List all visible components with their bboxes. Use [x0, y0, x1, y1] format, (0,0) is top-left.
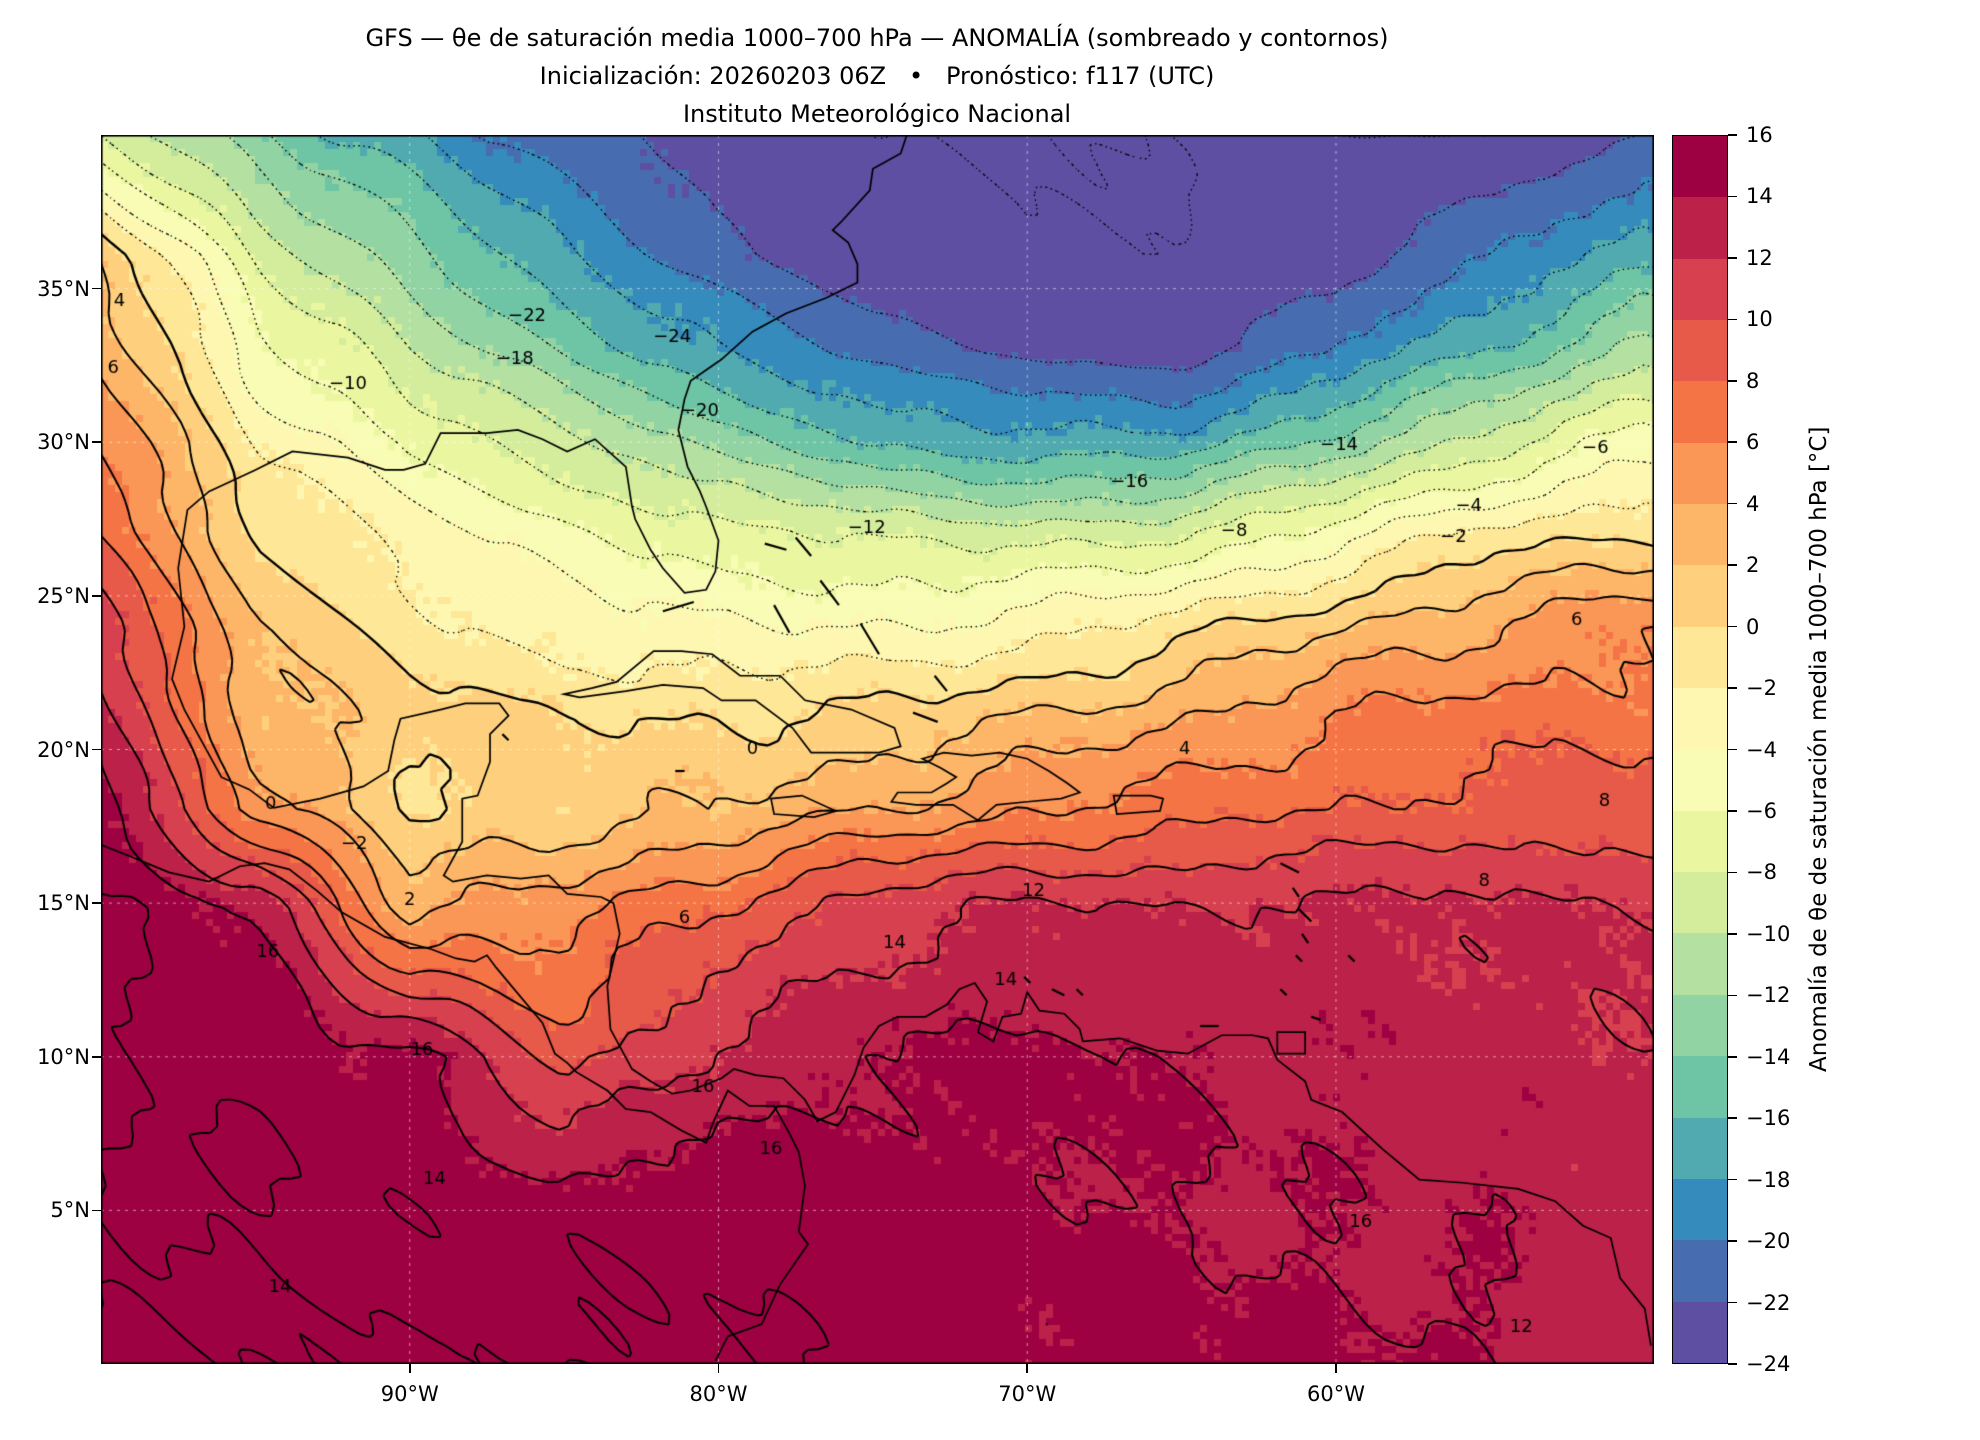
colorbar — [1672, 135, 1728, 1364]
colorbar-band — [1673, 136, 1727, 198]
y-axis-tick — [92, 902, 101, 904]
colorbar-tick — [1728, 134, 1737, 136]
y-axis-tick-label: 5°N — [50, 1198, 90, 1223]
x-axis-tick — [1026, 1364, 1029, 1373]
colorbar-tick-label: 0 — [1746, 614, 1760, 639]
colorbar-tick — [1728, 1055, 1737, 1058]
colorbar-tick-label: −14 — [1746, 1044, 1791, 1069]
y-axis-tick-label: 20°N — [37, 737, 90, 762]
colorbar-tick — [1728, 687, 1737, 689]
x-axis-tick — [408, 1364, 411, 1373]
colorbar-band — [1673, 1178, 1727, 1241]
colorbar-tick-label: −20 — [1746, 1229, 1791, 1254]
y-axis-tick — [92, 748, 101, 751]
colorbar-tick — [1728, 810, 1737, 812]
colorbar-band — [1673, 1117, 1727, 1179]
colorbar-band — [1673, 381, 1727, 443]
y-axis-tick-label: 35°N — [37, 276, 90, 301]
y-axis-tick-label: 30°N — [37, 430, 90, 455]
colorbar-tick-label: −2 — [1746, 676, 1777, 701]
colorbar-band — [1673, 442, 1727, 505]
colorbar-tick-label: 2 — [1746, 553, 1760, 578]
colorbar-tick — [1728, 1178, 1737, 1181]
colorbar-tick-label: 12 — [1746, 245, 1773, 270]
colorbar-label: Anomalía de θe de saturación media 1000–… — [1806, 426, 1832, 1073]
colorbar-tick — [1728, 748, 1737, 751]
colorbar-tick — [1728, 257, 1737, 259]
y-axis-tick — [92, 441, 101, 444]
colorbar-band — [1673, 688, 1727, 750]
colorbar-tick-label: −10 — [1746, 921, 1791, 946]
colorbar-tick-label: −12 — [1746, 983, 1791, 1008]
colorbar-band — [1673, 749, 1727, 811]
colorbar-tick — [1728, 1301, 1737, 1304]
y-axis-tick-label: 15°N — [37, 891, 90, 916]
colorbar-tick — [1728, 564, 1737, 566]
colorbar-band — [1673, 1240, 1727, 1302]
colorbar-band — [1673, 197, 1727, 259]
x-axis-tick-label: 80°W — [689, 1382, 748, 1406]
colorbar-band — [1673, 994, 1727, 1057]
colorbar-band — [1673, 1301, 1727, 1363]
colorbar-band — [1673, 565, 1727, 627]
colorbar-tick-label: 16 — [1746, 123, 1773, 147]
colorbar-tick-label: 14 — [1746, 184, 1773, 209]
y-axis-tick — [92, 1055, 101, 1058]
colorbar-tick — [1728, 318, 1737, 321]
colorbar-tick — [1728, 441, 1737, 444]
x-axis-tick-label: 90°W — [380, 1382, 439, 1406]
chart-subtitle-init-forecast: Inicialización: 20260203 06Z • Pronóstic… — [539, 62, 1215, 90]
colorbar-band — [1673, 872, 1727, 934]
colorbar-tick-label: 4 — [1746, 491, 1760, 516]
colorbar-band — [1673, 1056, 1727, 1118]
colorbar-tick — [1728, 933, 1737, 935]
x-axis-tick-label: 60°W — [1306, 1382, 1365, 1406]
y-axis-tick-label: 25°N — [37, 583, 90, 608]
colorbar-tick-label: −16 — [1746, 1106, 1791, 1131]
x-axis-tick — [717, 1364, 720, 1373]
colorbar-tick-label: −4 — [1746, 737, 1777, 762]
colorbar-tick — [1728, 1363, 1737, 1365]
x-axis-tick — [1335, 1364, 1337, 1373]
y-axis-tick-label: 10°N — [37, 1044, 90, 1069]
colorbar-tick-label: −24 — [1746, 1352, 1791, 1376]
colorbar-tick — [1728, 871, 1737, 874]
y-axis-tick — [92, 595, 101, 597]
colorbar-tick-label: 8 — [1746, 368, 1760, 393]
colorbar-tick — [1728, 625, 1737, 628]
colorbar-tick-label: 6 — [1746, 430, 1760, 455]
colorbar-tick — [1728, 195, 1737, 198]
colorbar-tick-label: −18 — [1746, 1167, 1791, 1192]
y-axis-tick — [92, 1209, 101, 1212]
chart-institution: Instituto Meteorológico Nacional — [682, 100, 1072, 128]
colorbar-tick-label: 10 — [1746, 307, 1773, 332]
colorbar-tick-label: −8 — [1746, 860, 1777, 885]
colorbar-band — [1673, 320, 1727, 382]
colorbar-tick-label: −22 — [1746, 1290, 1791, 1315]
colorbar-tick — [1728, 1117, 1737, 1119]
x-axis-tick-label: 70°W — [998, 1382, 1057, 1406]
colorbar-tick — [1728, 502, 1737, 505]
y-axis-tick — [92, 287, 101, 290]
anomaly-map-canvas — [101, 135, 1654, 1364]
colorbar-band — [1673, 258, 1727, 321]
colorbar-tick-label: −6 — [1746, 798, 1777, 823]
chart-title: GFS — θe de saturación media 1000–700 hP… — [365, 24, 1389, 52]
colorbar-band — [1673, 504, 1727, 566]
colorbar-band — [1673, 933, 1727, 995]
colorbar-tick — [1728, 994, 1737, 997]
colorbar-band — [1673, 810, 1727, 873]
colorbar-tick — [1728, 380, 1737, 382]
colorbar-tick — [1728, 1240, 1737, 1242]
colorbar-band — [1673, 626, 1727, 689]
